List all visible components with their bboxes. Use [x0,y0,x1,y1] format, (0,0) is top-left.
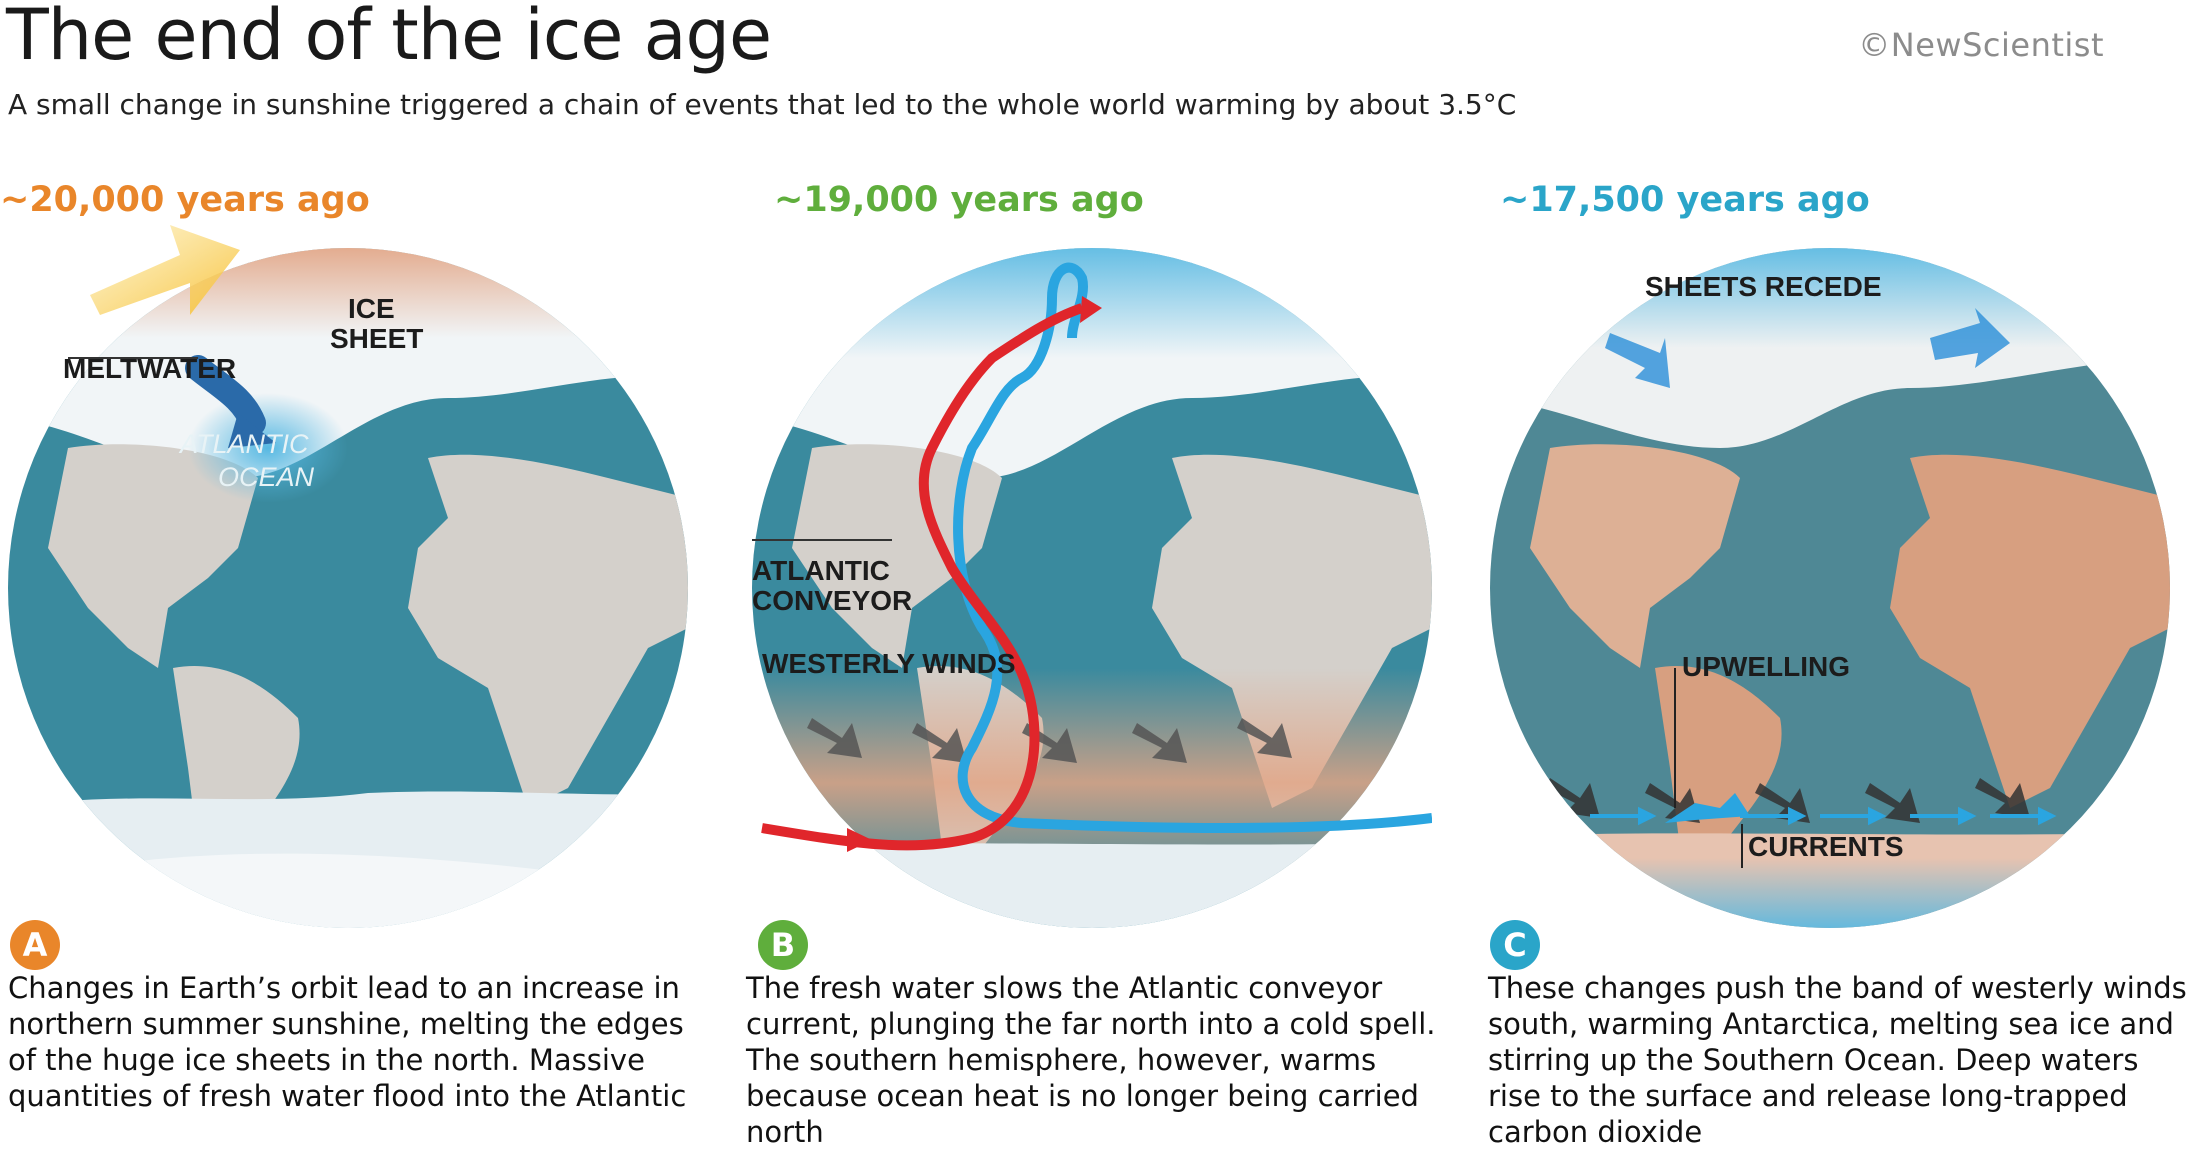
panel-a: ~20,000 years ago [0,180,720,1128]
era-label-a: ~20,000 years ago [0,180,370,220]
description-a: Changes in Earth’s orbit lead to an incr… [8,971,687,1113]
description-c: These changes push the band of westerly … [1488,971,2187,1149]
era-label-c: ~17,500 years ago [1500,180,1870,220]
panel-b: ~19,000 years ago [738,180,1458,1149]
africa-europe-shape [408,454,688,808]
description-b: The fresh water slows the Atlantic conve… [746,971,1436,1149]
era-label-b: ~19,000 years ago [774,180,1144,220]
badge-b: B [758,920,808,970]
badge-a: A [10,920,60,970]
upwelling-label: UPWELLING [1682,651,1850,682]
badge-c: C [1490,920,1540,970]
ice-sheet-label-1: ICE [348,293,395,324]
panel-c: ~17,500 years ago [1480,180,2194,1149]
globe-c: SHEETS RECEDE UPWELLING CURRENTS [1490,248,2170,928]
atlantic-ocean-label-1: ATLANTIC [178,429,309,459]
credit-logo: ©NewScientist [1858,26,2104,64]
atlantic-conveyor-label-2: CONVEYOR [752,585,912,616]
warm-current-red [761,303,1084,851]
sunshine-arrow [90,225,240,315]
page-title: The end of the ice age [6,0,772,76]
page-subtitle: A small change in sunshine triggered a c… [8,88,1517,121]
upwelling-arrow [1665,793,1750,823]
sheets-recede-label: SHEETS RECEDE [1645,271,1882,302]
meltwater-label: MELTWATER [63,353,236,384]
atlantic-ocean-label-2: OCEAN [218,462,315,492]
globe-a: MELTWATER ICE SHEET ATLANTIC OCEAN [8,248,688,928]
cold-current-blue [953,262,1432,833]
north-america-shape [48,444,258,668]
ice-sheet-label-2: SHEET [330,323,423,354]
currents-label: CURRENTS [1748,831,1904,862]
atlantic-conveyor-label-1: ATLANTIC [752,555,890,586]
globe-b: ATLANTIC CONVEYOR WESTERLY WINDS [752,248,1432,928]
meltwater-arrow [185,355,266,436]
westerly-winds-label: WESTERLY WINDS [762,648,1016,679]
